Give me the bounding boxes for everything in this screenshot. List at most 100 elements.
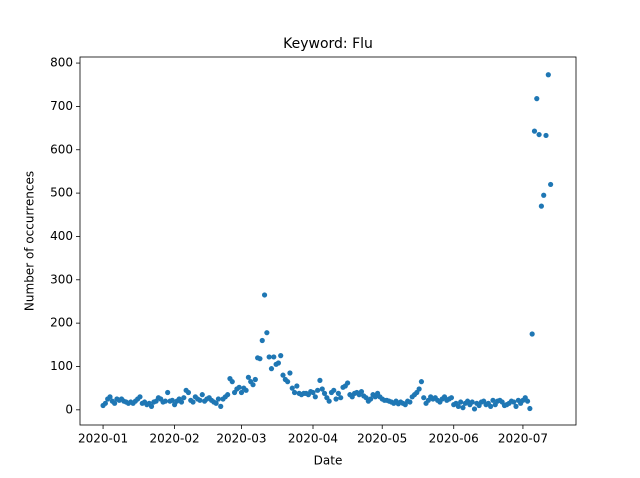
point	[181, 395, 187, 401]
point	[213, 400, 219, 406]
point	[137, 394, 143, 400]
point	[471, 406, 478, 412]
y-tick-label: 500	[50, 186, 73, 200]
point	[148, 403, 155, 409]
point	[458, 399, 464, 405]
point	[310, 389, 316, 396]
point	[252, 376, 258, 383]
point	[545, 72, 551, 78]
y-tick-label: 0	[65, 402, 73, 416]
y-tick-label: 400	[50, 229, 73, 243]
point	[315, 387, 321, 393]
point	[266, 354, 272, 360]
point	[271, 354, 277, 360]
point	[291, 389, 298, 396]
point	[407, 399, 413, 405]
point	[287, 370, 293, 376]
point	[259, 337, 265, 344]
x-tick-label: 2020-07	[498, 432, 548, 446]
point	[488, 403, 494, 409]
point	[225, 392, 231, 398]
point	[107, 394, 113, 400]
chart-title: Keyword: Flu	[283, 36, 373, 52]
point	[511, 399, 517, 405]
point	[245, 374, 252, 380]
y-tick-label: 700	[50, 99, 73, 113]
y-tick-label: 600	[50, 142, 73, 156]
point	[236, 384, 242, 390]
point	[317, 377, 323, 383]
point	[416, 386, 422, 392]
point	[312, 394, 318, 400]
point	[199, 392, 205, 398]
point	[215, 396, 222, 402]
x-tick-label: 2020-03	[216, 432, 266, 446]
point	[169, 397, 175, 403]
point	[529, 331, 535, 337]
point	[289, 385, 295, 391]
y-tick-label: 200	[50, 316, 73, 330]
point	[275, 360, 281, 366]
x-tick-label: 2020-06	[429, 432, 479, 446]
point	[455, 403, 461, 409]
y-tick-label: 300	[50, 272, 73, 286]
point	[326, 398, 332, 404]
point	[469, 399, 475, 405]
y-tick-label: 800	[50, 56, 73, 70]
point	[250, 382, 256, 388]
x-tick-label: 2020-01	[78, 432, 128, 446]
point	[178, 399, 185, 405]
point	[264, 330, 270, 336]
point	[243, 387, 249, 393]
point	[421, 395, 427, 401]
point	[368, 396, 374, 402]
point	[112, 400, 118, 406]
point	[541, 192, 547, 198]
point	[102, 400, 108, 406]
y-tick-label: 100	[50, 359, 73, 373]
point	[261, 292, 268, 298]
point	[448, 395, 455, 401]
point	[197, 397, 203, 403]
point	[490, 397, 496, 403]
point	[536, 131, 542, 138]
point	[534, 96, 540, 102]
x-axis-label: Date	[314, 454, 343, 468]
point	[280, 372, 286, 378]
plot-frame	[79, 56, 577, 426]
point	[321, 390, 328, 396]
point	[319, 386, 325, 392]
point	[238, 389, 245, 396]
point	[190, 399, 196, 405]
x-tick-label: 2020-05	[357, 432, 407, 446]
point	[338, 395, 344, 401]
y-axis-label: Number of occurrences	[23, 171, 37, 311]
point	[345, 380, 351, 386]
point	[294, 383, 300, 389]
point	[257, 356, 263, 362]
point	[333, 396, 339, 402]
point	[335, 390, 341, 396]
point	[460, 405, 466, 411]
point	[548, 181, 554, 188]
point	[185, 389, 192, 396]
point	[165, 389, 171, 396]
point	[229, 379, 235, 385]
point	[543, 132, 549, 139]
point	[527, 405, 533, 412]
point	[278, 353, 284, 359]
point	[418, 379, 425, 385]
point	[538, 203, 544, 209]
x-tick-label: 2020-04	[288, 432, 338, 446]
point	[162, 398, 168, 404]
point	[218, 403, 224, 409]
point	[358, 389, 365, 395]
point	[268, 366, 275, 372]
point	[531, 128, 538, 134]
x-tick-label: 2020-02	[150, 432, 200, 446]
point	[331, 387, 337, 393]
point	[524, 398, 531, 404]
point	[513, 403, 519, 409]
